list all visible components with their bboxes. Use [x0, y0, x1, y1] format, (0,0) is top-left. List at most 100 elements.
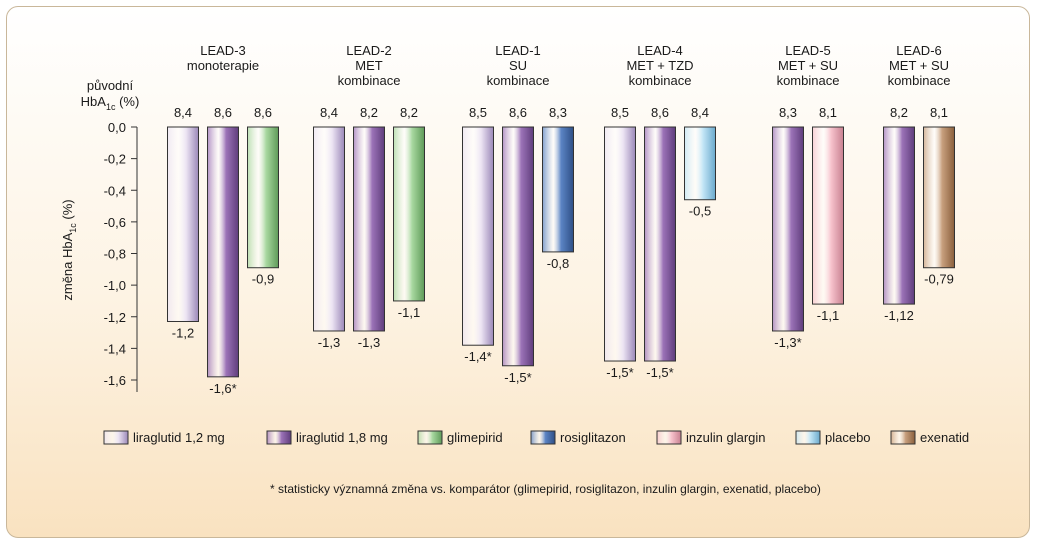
- y-axis-label-suffix: (%): [60, 199, 75, 223]
- legend-swatch: [266, 430, 292, 445]
- bar: [167, 126, 199, 322]
- data-label: -0,5: [689, 204, 711, 219]
- y-axis-label-main: změna HbA: [60, 232, 75, 300]
- bar: [772, 126, 804, 332]
- data-label: -1,3*: [774, 335, 801, 350]
- baseline-label-suffix: (%): [115, 94, 139, 109]
- y-tick-label: 0,0: [108, 120, 126, 135]
- baseline-value: 8,5: [611, 105, 629, 120]
- group-title: LEAD-6: [896, 43, 942, 58]
- bar: [313, 126, 345, 332]
- baseline-label-line1: původní: [87, 78, 134, 93]
- data-label: -1,5*: [504, 370, 531, 385]
- data-label: -0,79: [924, 272, 954, 287]
- legend-swatch: [890, 430, 916, 445]
- legend-label: liraglutid 1,8 mg: [296, 430, 388, 445]
- group-title: MET + SU: [889, 58, 949, 73]
- baseline-value: 8,5: [469, 105, 487, 120]
- bar: [502, 126, 534, 367]
- data-label: -1,3: [358, 335, 380, 350]
- data-label: -1,1: [817, 308, 839, 323]
- legend-label: liraglutid 1,2 mg: [133, 430, 225, 445]
- y-axis-label-sub: 1c: [68, 223, 78, 233]
- legend-swatch: [417, 430, 443, 445]
- group-title: monoterapie: [187, 58, 259, 73]
- legend-swatch: [103, 430, 129, 445]
- baseline-label-main: HbA: [81, 94, 107, 109]
- baseline-value: 8,4: [174, 105, 192, 120]
- group-title: LEAD-2: [346, 43, 392, 58]
- bar: [207, 126, 239, 378]
- group-title: MET + TZD: [626, 58, 693, 73]
- data-label: -1,4*: [464, 349, 491, 364]
- data-label: -1,2: [172, 325, 194, 340]
- data-label: -0,8: [547, 256, 569, 271]
- data-label: -1,3: [318, 335, 340, 350]
- bar: [462, 126, 494, 346]
- bar: [644, 126, 676, 362]
- baseline-value: 8,6: [509, 105, 527, 120]
- baseline-value: 8,1: [819, 105, 837, 120]
- footnote: * statisticky významná změna vs. kompará…: [270, 482, 821, 496]
- y-tick-label: -1,6: [104, 373, 126, 388]
- baseline-value: 8,1: [930, 105, 948, 120]
- group-title: kombinace: [487, 73, 550, 88]
- bar: [393, 126, 425, 302]
- legend-swatch: [656, 430, 682, 445]
- baseline-label-sub: 1c: [106, 102, 116, 112]
- y-tick-label: -1,0: [104, 278, 126, 293]
- baseline-value: 8,3: [549, 105, 567, 120]
- legend-label: glimepirid: [447, 430, 503, 445]
- group-title: LEAD-3: [200, 43, 246, 58]
- group-title: kombinace: [629, 73, 692, 88]
- group-title: LEAD-4: [637, 43, 683, 58]
- legend: liraglutid 1,2 mg liraglutid 1,8 mg glimep…: [103, 430, 969, 445]
- legend-label: exenatid: [920, 430, 969, 445]
- legend-label: inzulin glargin: [686, 430, 766, 445]
- bar: [684, 126, 716, 201]
- baseline-value: 8,2: [890, 105, 908, 120]
- legend-swatch: [795, 430, 821, 445]
- baseline-value: 8,4: [320, 105, 338, 120]
- data-label: -0,9: [252, 272, 274, 287]
- y-axis-label: změna HbA1c (%): [60, 199, 78, 300]
- baseline-value: 8,2: [360, 105, 378, 120]
- bar: [353, 126, 385, 332]
- group-title: kombinace: [888, 73, 951, 88]
- legend-label: placebo: [825, 430, 871, 445]
- data-label: -1,5*: [646, 365, 673, 380]
- baseline-value: 8,6: [651, 105, 669, 120]
- baseline-value: 8,6: [214, 105, 232, 120]
- y-tick-label: -0,8: [104, 247, 126, 262]
- group-title: kombinace: [338, 73, 401, 88]
- baseline-value: 8,2: [400, 105, 418, 120]
- data-label: -1,5*: [606, 365, 633, 380]
- group-title: MET: [355, 58, 383, 73]
- group-title: MET + SU: [778, 58, 838, 73]
- bar: [604, 126, 636, 362]
- y-ticks: 0,0 -0,2 -0,4 -0,6 -0,8 -1,0 -1,2 -1,4 -1,6: [104, 120, 137, 388]
- legend-swatch: [530, 430, 556, 445]
- legend-label: rosiglitazon: [560, 430, 626, 445]
- y-tick-label: -1,4: [104, 341, 126, 356]
- baseline-label-line2: HbA1c (%): [81, 94, 140, 112]
- bar: [542, 126, 574, 253]
- baseline-value: 8,3: [779, 105, 797, 120]
- bar: [247, 126, 279, 269]
- group-title: LEAD-5: [785, 43, 831, 58]
- group-title: LEAD-1: [495, 43, 541, 58]
- bar: [923, 126, 955, 269]
- y-tick-label: -0,4: [104, 183, 126, 198]
- baseline-value: 8,6: [254, 105, 272, 120]
- data-label: -1,6*: [209, 381, 236, 396]
- y-tick-label: -1,2: [104, 310, 126, 325]
- baseline-value: 8,4: [691, 105, 709, 120]
- group-title: kombinace: [777, 73, 840, 88]
- y-tick-label: -0,2: [104, 152, 126, 167]
- bar: [883, 126, 915, 305]
- group-title: SU: [509, 58, 527, 73]
- bar: [812, 126, 844, 305]
- y-tick-label: -0,6: [104, 215, 126, 230]
